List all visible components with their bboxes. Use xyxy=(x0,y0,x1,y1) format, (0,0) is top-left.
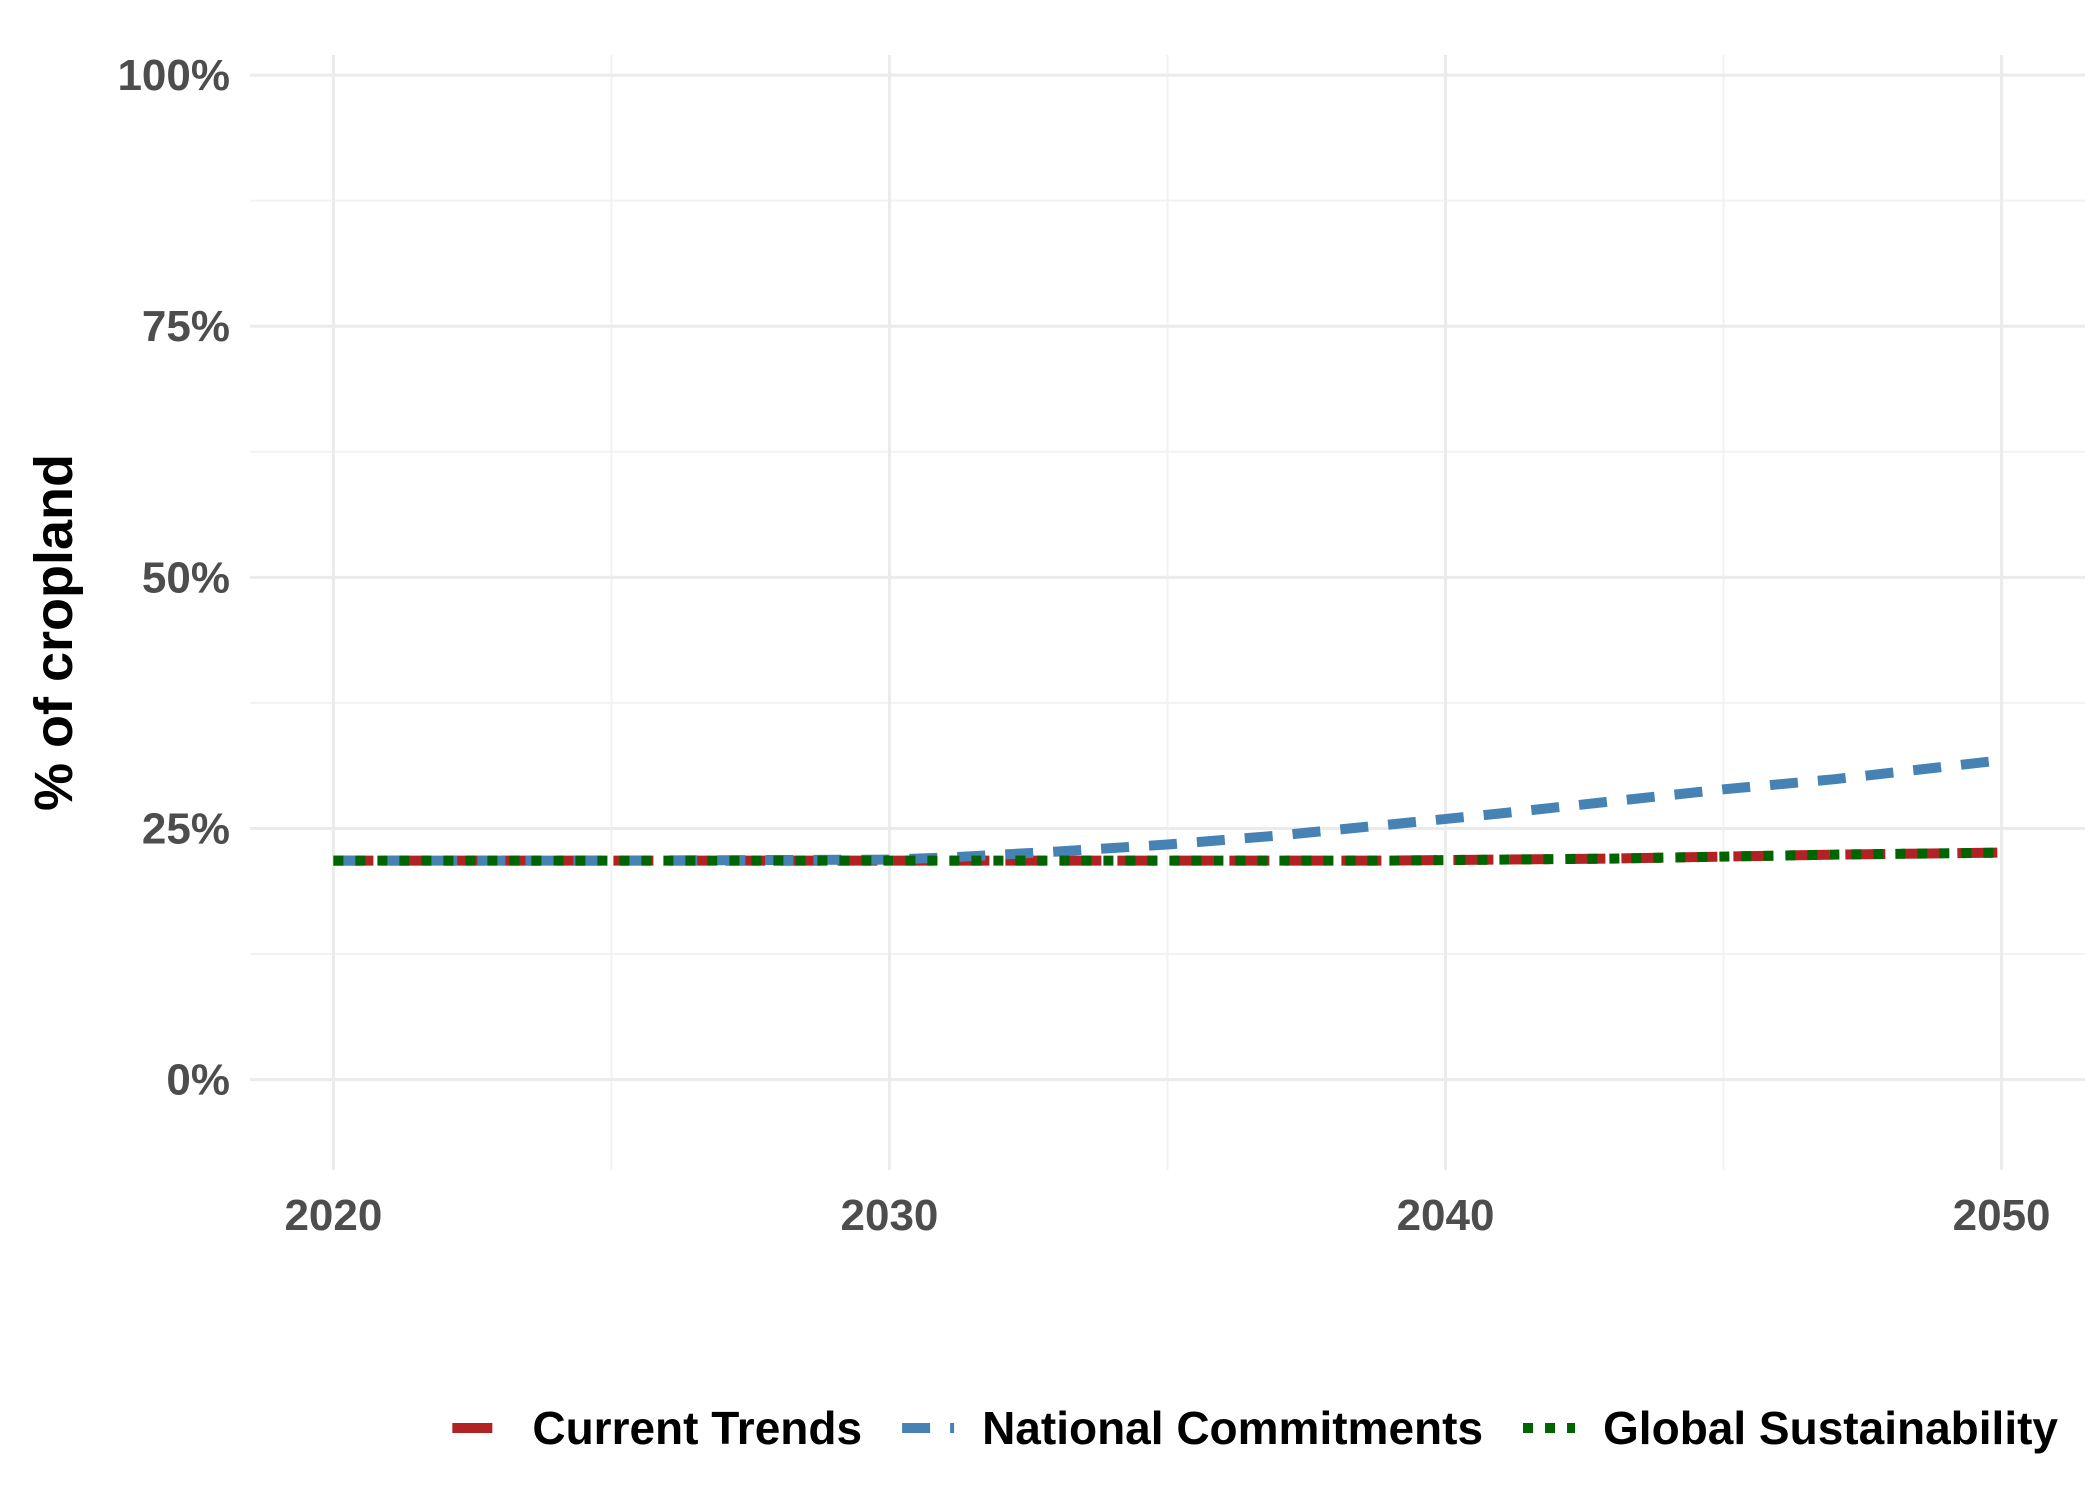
y-tick-label: 75% xyxy=(142,302,230,351)
major-gridlines xyxy=(250,55,2085,1170)
y-axis-tick-labels: 0% 25% 50% 75% 100% xyxy=(117,51,230,1105)
y-tick-label: 50% xyxy=(142,553,230,602)
legend-label: National Commitments xyxy=(982,1402,1483,1454)
y-axis-title: % of cropland xyxy=(24,454,84,811)
y-tick-label: 0% xyxy=(166,1056,230,1105)
x-axis-tick-labels: 2020 2030 2040 2050 xyxy=(284,1191,2050,1240)
x-tick-label: 2020 xyxy=(284,1191,382,1240)
x-tick-label: 2040 xyxy=(1397,1191,1495,1240)
legend: Current Trends National Commitments Global… xyxy=(452,1402,2058,1454)
series-line-national-commitments xyxy=(333,755,2003,866)
y-tick-label: 100% xyxy=(117,51,230,100)
y-tick-label: 25% xyxy=(142,804,230,853)
legend-label: Global Sustainability xyxy=(1603,1402,2058,1454)
x-tick-label: 2050 xyxy=(1953,1191,2051,1240)
series-line-global-sustainability xyxy=(333,847,2002,866)
minor-gridlines xyxy=(250,55,2085,1170)
x-tick-label: 2030 xyxy=(841,1191,939,1240)
legend-label: Current Trends xyxy=(532,1402,862,1454)
series-lines xyxy=(333,755,2003,866)
